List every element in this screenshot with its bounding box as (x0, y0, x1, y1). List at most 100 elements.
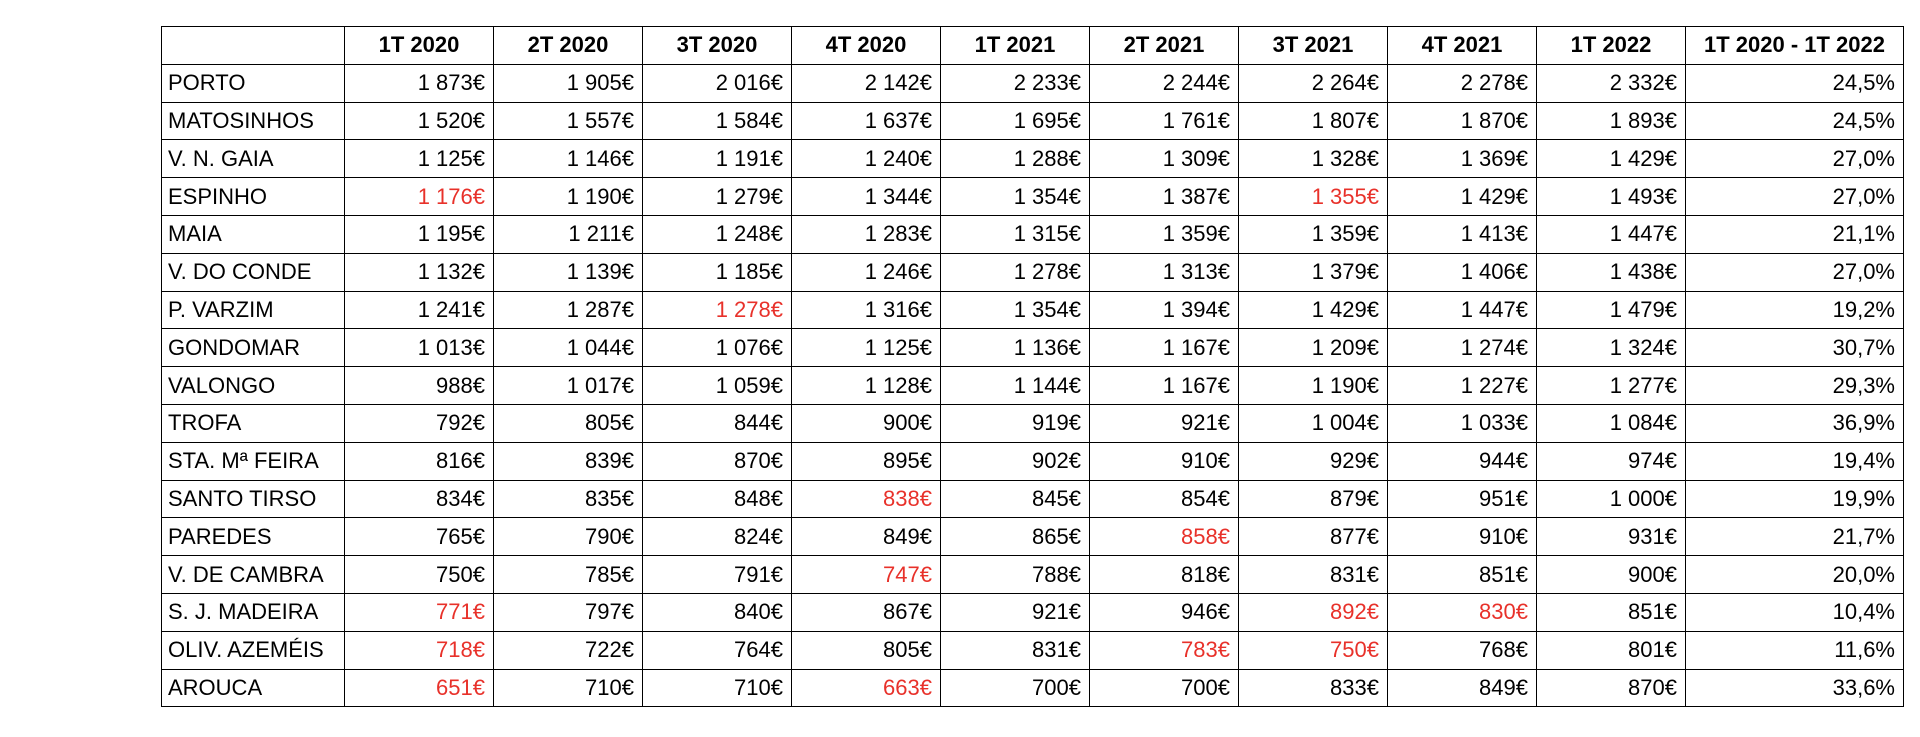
price-cell: 1 191€ (642, 139, 792, 179)
price-cell: 1 136€ (940, 328, 1090, 368)
table-row: PAREDES 765€ 790€ 824€ 849€ 865€ 858€ 877€ 910€ 9… (161, 517, 1904, 557)
price-cell: 710€ (642, 668, 792, 708)
price-cell: 877€ (1238, 517, 1388, 557)
price-cell: 838€ (791, 479, 941, 519)
price-cell: 1 447€ (1387, 290, 1537, 330)
change-cell: 19,4% (1685, 441, 1904, 481)
price-cell: 974€ (1536, 441, 1686, 481)
change-cell: 27,0% (1685, 252, 1904, 292)
price-cell: 929€ (1238, 441, 1388, 481)
change-cell: 21,7% (1685, 517, 1904, 557)
table-body: PORTO 1 873€ 1 905€ 2 016€ 2 142€ 2 233€ 2 244… (161, 63, 1904, 708)
price-cell: 1 033€ (1387, 403, 1537, 443)
price-cell: 750€ (344, 555, 494, 594)
table-row: PORTO 1 873€ 1 905€ 2 016€ 2 142€ 2 233€ 2 244… (161, 63, 1904, 103)
price-cell: 651€ (344, 668, 494, 708)
change-cell: 19,9% (1685, 479, 1904, 519)
price-cell: 988€ (344, 366, 494, 405)
price-cell: 1 309€ (1089, 139, 1239, 179)
municipality-cell: OLIV. AZEMÉIS (161, 630, 345, 670)
price-cell: 1 493€ (1536, 177, 1686, 216)
price-cell: 951€ (1387, 479, 1537, 519)
price-cell: 910€ (1387, 517, 1537, 557)
column-header-quarter: 3T 2020 (642, 26, 792, 65)
price-cell: 1 406€ (1387, 252, 1537, 292)
column-header-quarter: 1T 2020 (344, 26, 494, 65)
price-cell: 1 283€ (791, 214, 941, 254)
change-cell: 24,5% (1685, 101, 1904, 141)
price-cell: 1 128€ (791, 366, 941, 405)
column-header-quarter: 4T 2021 (1387, 26, 1537, 65)
price-cell: 1 447€ (1536, 214, 1686, 254)
column-header-change: 1T 2020 - 1T 2022 (1685, 26, 1904, 65)
price-cell: 1 248€ (642, 214, 792, 254)
price-cell: 1 211€ (493, 214, 643, 254)
municipality-cell: MAIA (161, 214, 345, 254)
price-cell: 816€ (344, 441, 494, 481)
municipality-cell: GONDOMAR (161, 328, 345, 368)
price-cell: 1 279€ (642, 177, 792, 216)
price-cell: 1 190€ (493, 177, 643, 216)
price-cell: 2 016€ (642, 63, 792, 103)
price-cell: 790€ (493, 517, 643, 557)
price-cell: 792€ (344, 403, 494, 443)
price-cell: 1 354€ (940, 290, 1090, 330)
column-header-quarter: 1T 2022 (1536, 26, 1686, 65)
price-cell: 1 241€ (344, 290, 494, 330)
price-cell: 900€ (1536, 555, 1686, 594)
change-cell: 20,0% (1685, 555, 1904, 594)
price-cell: 1 873€ (344, 63, 494, 103)
price-cell: 1 761€ (1089, 101, 1239, 141)
price-cell: 1 324€ (1536, 328, 1686, 368)
change-cell: 27,0% (1685, 139, 1904, 179)
price-cell: 1 059€ (642, 366, 792, 405)
price-cell: 788€ (940, 555, 1090, 594)
price-cell: 2 332€ (1536, 63, 1686, 103)
table-row: S. J. MADEIRA 771€ 797€ 840€ 867€ 921€ 946€ 892… (161, 592, 1904, 632)
price-cell: 768€ (1387, 630, 1537, 670)
price-cell: 892€ (1238, 592, 1388, 632)
price-cell: 700€ (940, 668, 1090, 708)
price-cell: 845€ (940, 479, 1090, 519)
price-cell: 879€ (1238, 479, 1388, 519)
price-cell: 921€ (940, 592, 1090, 632)
price-cell: 851€ (1536, 592, 1686, 632)
price-cell: 1 146€ (493, 139, 643, 179)
price-cell: 747€ (791, 555, 941, 594)
price-cell: 1 013€ (344, 328, 494, 368)
price-cell: 1 379€ (1238, 252, 1388, 292)
price-cell: 710€ (493, 668, 643, 708)
price-cell: 1 132€ (344, 252, 494, 292)
price-cell: 849€ (791, 517, 941, 557)
price-cell: 854€ (1089, 479, 1239, 519)
municipality-cell: V. N. GAIA (161, 139, 345, 179)
table-row: VALONGO 988€ 1 017€ 1 059€ 1 128€ 1 144€ 1 167… (161, 366, 1904, 405)
municipality-cell: ESPINHO (161, 177, 345, 216)
price-cell: 1 429€ (1536, 139, 1686, 179)
price-cell: 902€ (940, 441, 1090, 481)
price-cell: 1 387€ (1089, 177, 1239, 216)
municipality-cell: P. VARZIM (161, 290, 345, 330)
municipality-cell: SANTO TIRSO (161, 479, 345, 519)
price-cell: 805€ (791, 630, 941, 670)
table-row: P. VARZIM 1 241€ 1 287€ 1 278€ 1 316€ 1 354€ 1… (161, 290, 1904, 330)
price-cell: 663€ (791, 668, 941, 708)
price-cell: 1 479€ (1536, 290, 1686, 330)
price-cell: 764€ (642, 630, 792, 670)
price-cell: 870€ (642, 441, 792, 481)
change-cell: 33,6% (1685, 668, 1904, 708)
change-cell: 30,7% (1685, 328, 1904, 368)
price-cell: 1 195€ (344, 214, 494, 254)
price-cell: 830€ (1387, 592, 1537, 632)
price-cell: 835€ (493, 479, 643, 519)
price-cell: 718€ (344, 630, 494, 670)
table-row: TROFA 792€ 805€ 844€ 900€ 919€ 921€ 1 004€ 1 033… (161, 403, 1904, 443)
price-cell: 1 084€ (1536, 403, 1686, 443)
price-cell: 1 000€ (1536, 479, 1686, 519)
price-cell: 921€ (1089, 403, 1239, 443)
price-cell: 1 520€ (344, 101, 494, 141)
table-row: V. DO CONDE 1 132€ 1 139€ 1 185€ 1 246€ 1 278… (161, 252, 1904, 292)
price-cell: 1 316€ (791, 290, 941, 330)
table-row: STA. Mª FEIRA 816€ 839€ 870€ 895€ 902€ 910€ 929… (161, 441, 1904, 481)
price-cell: 818€ (1089, 555, 1239, 594)
